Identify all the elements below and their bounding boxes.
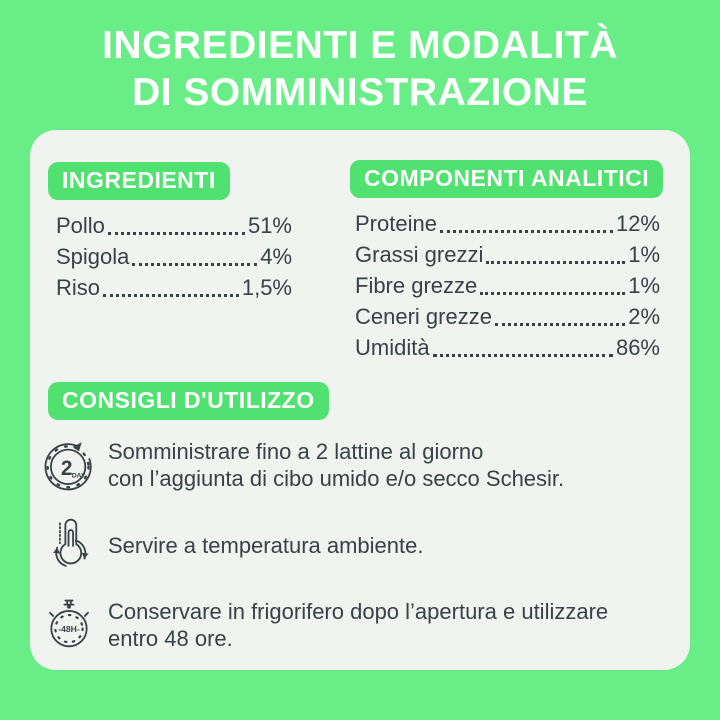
- two-day-clock-icon: 2 DAY: [40, 436, 98, 494]
- advice-text-line: con l’aggiunta di cibo umido e/o secco S…: [108, 466, 565, 491]
- advice-text: Conservare in frigorifero dopo l’apertur…: [108, 598, 608, 652]
- dot-leader: [103, 272, 239, 297]
- two-day-clock-number: 2: [61, 457, 73, 480]
- advice-item-daily-amount: 2 DAY Somministrare fino a 2 lattine al …: [40, 436, 672, 494]
- component-name: Grassi grezzi: [355, 242, 484, 267]
- ingredient-name: Pollo: [56, 213, 105, 238]
- component-value: 12%: [615, 211, 660, 236]
- component-row: Grassi grezzi 1%: [355, 239, 660, 270]
- thermometer-icon: [40, 516, 98, 574]
- advice-text: Servire a temperatura ambiente.: [108, 532, 424, 559]
- dot-leader: [439, 208, 613, 233]
- ingredients-list: Pollo 51% Spigola 4% Riso 1,5%: [56, 210, 292, 303]
- ingredient-value: 4%: [260, 244, 292, 269]
- usage-advice-section: CONSIGLI D'UTILIZZO 2 DAY: [44, 382, 672, 676]
- ingredient-value: 1,5%: [241, 275, 292, 300]
- component-value: 2%: [628, 304, 660, 329]
- component-name: Ceneri grezze: [355, 304, 492, 329]
- ingredient-name: Riso: [56, 275, 101, 300]
- stopwatch-48h-label: -48H-: [58, 624, 80, 634]
- dot-leader: [132, 241, 258, 266]
- info-card: INGREDIENTI Pollo 51% Spigola 4% Riso 1,…: [30, 130, 690, 670]
- component-value: 1%: [628, 242, 660, 267]
- advice-item-serving-temperature: Servire a temperatura ambiente.: [40, 516, 672, 574]
- analytical-components-list: Proteine 12% Grassi grezzi 1% Fibre grez…: [355, 208, 660, 363]
- analytical-components-section: COMPONENTI ANALITICI Proteine 12% Grassi…: [350, 160, 664, 363]
- component-name: Proteine: [355, 211, 437, 236]
- ingredients-section: INGREDIENTI Pollo 51% Spigola 4% Riso 1,…: [48, 162, 292, 303]
- dot-leader: [432, 332, 613, 357]
- component-name: Umidità: [355, 335, 430, 360]
- dot-leader: [107, 210, 245, 235]
- component-row: Ceneri grezze 2%: [355, 301, 660, 332]
- dot-leader: [480, 270, 626, 295]
- component-value: 86%: [615, 335, 660, 360]
- component-row: Umidità 86%: [355, 332, 660, 363]
- ingredient-row: Pollo 51%: [56, 210, 292, 241]
- analytical-components-heading: COMPONENTI ANALITICI: [350, 160, 664, 198]
- component-row: Proteine 12%: [355, 208, 660, 239]
- advice-text-line: Conservare in frigorifero dopo l’apertur…: [108, 599, 609, 624]
- ingredient-name: Spigola: [56, 244, 130, 269]
- usage-advice-heading: CONSIGLI D'UTILIZZO: [48, 382, 329, 420]
- dot-leader: [486, 239, 626, 264]
- advice-text-line: entro 48 ore.: [108, 626, 233, 651]
- stopwatch-48h-icon: -48H-: [40, 596, 98, 654]
- ingredients-heading: INGREDIENTI: [48, 162, 230, 200]
- advice-text-line: Somministrare fino a 2 lattine al giorno: [108, 439, 484, 464]
- ingredient-row: Riso 1,5%: [56, 272, 292, 303]
- page-title: INGREDIENTI E MODALITÀ DI SOMMINISTRAZIO…: [0, 22, 720, 116]
- component-name: Fibre grezze: [355, 273, 478, 298]
- two-day-clock-unit: DAY: [72, 473, 86, 480]
- advice-text-line: Servire a temperatura ambiente.: [108, 532, 424, 558]
- component-value: 1%: [628, 273, 660, 298]
- ingredient-row: Spigola 4%: [56, 241, 292, 272]
- page-title-line2: DI SOMMINISTRAZIONE: [132, 71, 588, 114]
- ingredient-value: 51%: [247, 213, 292, 238]
- advice-text: Somministrare fino a 2 lattine al giorno…: [108, 438, 564, 492]
- usage-advice-list: 2 DAY Somministrare fino a 2 lattine al …: [40, 436, 672, 654]
- dot-leader: [494, 301, 626, 326]
- component-row: Fibre grezze 1%: [355, 270, 660, 301]
- page-title-line1: INGREDIENTI E MODALITÀ: [102, 24, 618, 67]
- advice-item-storage-time: -48H- Conservare in frigorifero dopo l’a…: [40, 596, 672, 654]
